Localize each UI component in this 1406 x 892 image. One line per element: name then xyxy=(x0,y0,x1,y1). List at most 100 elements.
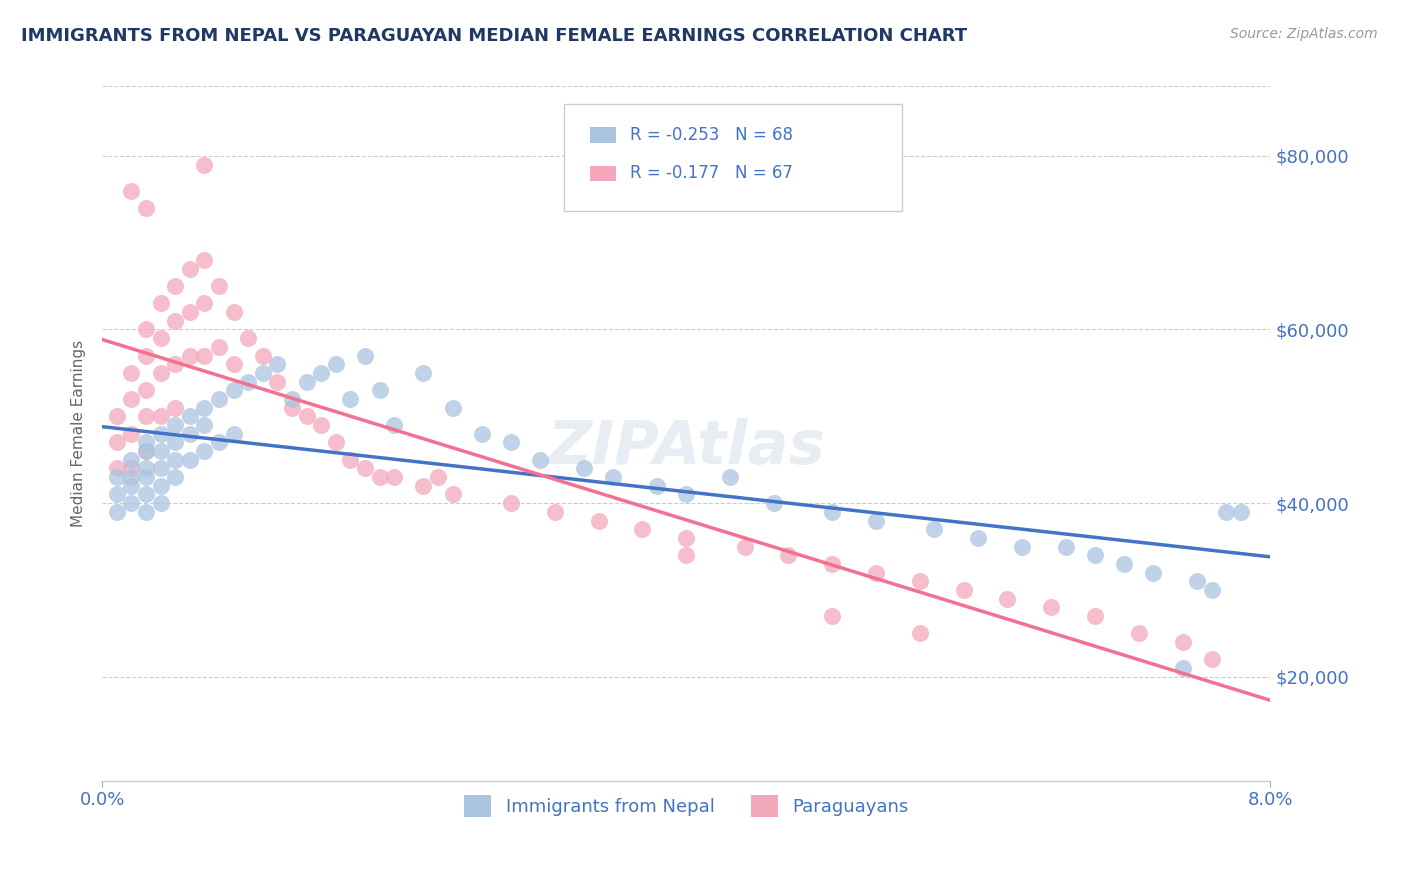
Point xyxy=(135,444,157,458)
Point xyxy=(165,435,187,450)
Point xyxy=(499,496,522,510)
Point xyxy=(1011,540,1033,554)
Point xyxy=(499,435,522,450)
Point xyxy=(412,479,434,493)
Point xyxy=(179,426,201,441)
Point xyxy=(135,201,157,215)
Point xyxy=(309,366,332,380)
Point xyxy=(1128,626,1150,640)
Point xyxy=(165,357,187,371)
Y-axis label: Median Female Earnings: Median Female Earnings xyxy=(72,340,86,527)
Point xyxy=(208,392,231,406)
Point xyxy=(1114,557,1136,571)
Legend: Immigrants from Nepal, Paraguayans: Immigrants from Nepal, Paraguayans xyxy=(457,788,915,824)
Point xyxy=(1040,600,1063,615)
Point xyxy=(149,444,172,458)
Point xyxy=(135,461,157,475)
Point xyxy=(252,366,274,380)
Point xyxy=(339,392,361,406)
Point xyxy=(222,305,245,319)
Point xyxy=(193,444,215,458)
Point xyxy=(675,531,697,545)
Point xyxy=(1054,540,1077,554)
Point xyxy=(821,609,844,624)
Point xyxy=(952,582,974,597)
Point xyxy=(179,349,201,363)
FancyBboxPatch shape xyxy=(564,103,903,211)
Point xyxy=(135,384,157,398)
Point xyxy=(325,357,347,371)
Point xyxy=(105,470,128,484)
Point xyxy=(281,392,304,406)
Point xyxy=(252,349,274,363)
Point xyxy=(120,470,142,484)
Point xyxy=(165,470,187,484)
Point xyxy=(120,452,142,467)
Point xyxy=(427,470,450,484)
Point xyxy=(309,417,332,432)
Point xyxy=(149,496,172,510)
Point xyxy=(238,331,260,345)
Point xyxy=(762,496,785,510)
Point xyxy=(631,522,654,536)
Point xyxy=(908,626,931,640)
Point xyxy=(734,540,756,554)
Point xyxy=(149,296,172,310)
Point xyxy=(208,279,231,293)
Point xyxy=(471,426,494,441)
Point xyxy=(382,417,405,432)
Point xyxy=(908,574,931,589)
Point xyxy=(645,479,668,493)
Text: IMMIGRANTS FROM NEPAL VS PARAGUAYAN MEDIAN FEMALE EARNINGS CORRELATION CHART: IMMIGRANTS FROM NEPAL VS PARAGUAYAN MEDI… xyxy=(21,27,967,45)
Point xyxy=(266,357,288,371)
Point xyxy=(967,531,990,545)
Text: R = -0.177   N = 67: R = -0.177 N = 67 xyxy=(630,164,793,182)
Point xyxy=(1171,661,1194,675)
FancyBboxPatch shape xyxy=(591,128,616,143)
Point xyxy=(165,452,187,467)
Text: R = -0.253   N = 68: R = -0.253 N = 68 xyxy=(630,126,793,144)
Point xyxy=(588,514,610,528)
Point xyxy=(1187,574,1209,589)
Point xyxy=(165,279,187,293)
Point xyxy=(924,522,946,536)
Point xyxy=(222,426,245,441)
Point xyxy=(165,417,187,432)
Point xyxy=(382,470,405,484)
Point xyxy=(120,479,142,493)
Point xyxy=(135,505,157,519)
Point xyxy=(120,426,142,441)
Point xyxy=(1084,548,1107,562)
Point xyxy=(120,496,142,510)
Point xyxy=(718,470,741,484)
Point xyxy=(149,366,172,380)
Point xyxy=(135,435,157,450)
Point xyxy=(222,357,245,371)
Point xyxy=(368,470,391,484)
Point xyxy=(208,340,231,354)
Point xyxy=(295,409,318,424)
Point xyxy=(441,487,464,501)
Point xyxy=(222,384,245,398)
Point xyxy=(105,409,128,424)
Point xyxy=(412,366,434,380)
Point xyxy=(165,401,187,415)
Point xyxy=(529,452,551,467)
Point xyxy=(135,444,157,458)
Point xyxy=(105,461,128,475)
Point xyxy=(193,417,215,432)
Point xyxy=(149,461,172,475)
Point xyxy=(997,591,1019,606)
Point xyxy=(325,435,347,450)
Point xyxy=(354,461,377,475)
Point xyxy=(193,296,215,310)
Point xyxy=(120,184,142,198)
Point xyxy=(165,314,187,328)
Point xyxy=(193,401,215,415)
Point xyxy=(1215,505,1237,519)
Point xyxy=(179,409,201,424)
Point xyxy=(1084,609,1107,624)
Point xyxy=(193,253,215,268)
Point xyxy=(149,409,172,424)
Point xyxy=(821,505,844,519)
